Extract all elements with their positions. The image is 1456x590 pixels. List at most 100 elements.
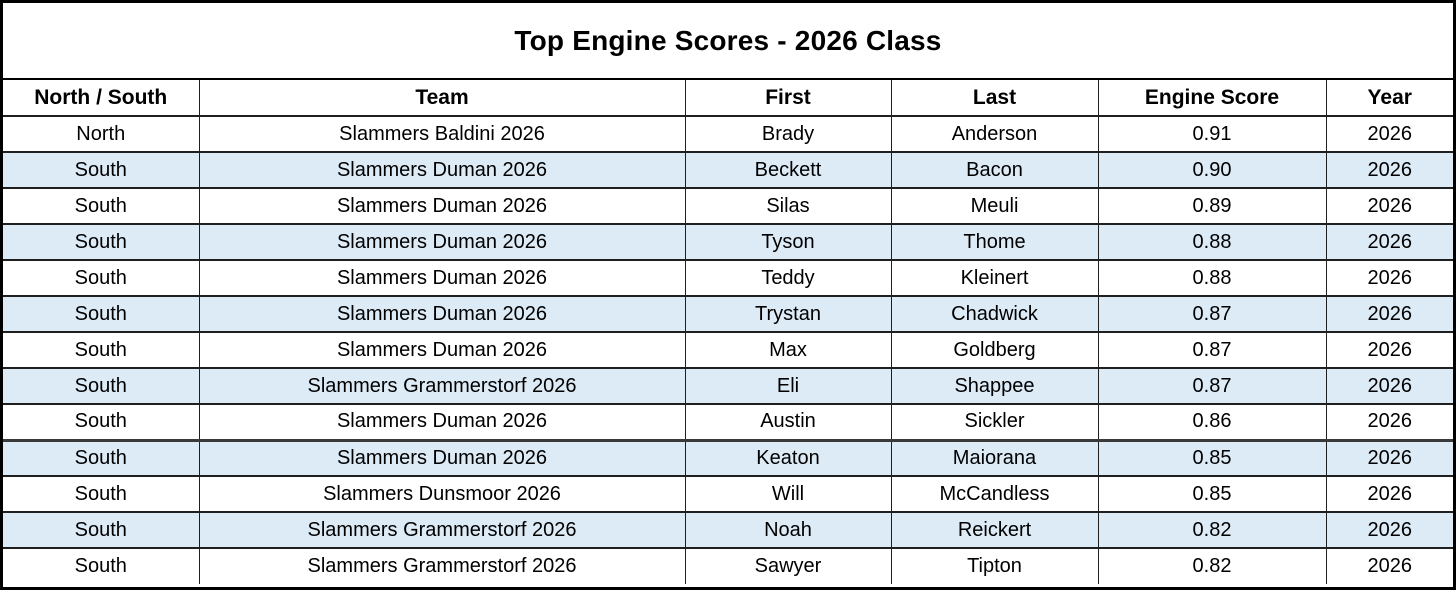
table-cell: South	[3, 152, 199, 189]
table-cell: 0.82	[1097, 512, 1326, 549]
table-row: South Slammers Duman 2026 Beckett Bacon 0.90…	[3, 152, 1453, 189]
table-cell: Tipton	[890, 548, 1098, 584]
column-header: Year	[1325, 80, 1453, 117]
table-cell: South	[3, 188, 199, 225]
table-cell: 0.85	[1097, 440, 1326, 477]
table-cell: Eli	[684, 368, 891, 405]
table-cell: Meuli	[890, 188, 1098, 225]
table-cell: 2026	[1325, 152, 1453, 189]
table-cell: Austin	[684, 404, 891, 442]
table-cell: Slammers Grammerstorf 2026	[198, 548, 685, 584]
table-cell: Slammers Duman 2026	[198, 296, 685, 333]
table-row: South Slammers Grammerstorf 2026 Noah Reick…	[3, 512, 1453, 549]
table-cell: Keaton	[684, 440, 891, 477]
table-cell: Max	[684, 332, 891, 369]
table-cell: Slammers Duman 2026	[198, 332, 685, 369]
table-row: South Slammers Duman 2026 Tyson Thome 0.88 20…	[3, 224, 1453, 261]
column-header: Last	[890, 80, 1098, 117]
table-row: South Slammers Duman 2026 Trystan Chadwick 0…	[3, 296, 1453, 333]
table-cell: Bacon	[890, 152, 1098, 189]
table-row: South Slammers Duman 2026 Teddy Kleinert 0.8…	[3, 260, 1453, 297]
column-header: North / South	[3, 80, 199, 117]
table-cell: 2026	[1325, 332, 1453, 369]
table-cell: Thome	[890, 224, 1098, 261]
table-cell: Shappee	[890, 368, 1098, 405]
table-cell: Slammers Duman 2026	[198, 188, 685, 225]
table-cell: Sawyer	[684, 548, 891, 584]
table-cell: South	[3, 440, 199, 477]
table-cell: 2026	[1325, 224, 1453, 261]
table-cell: McCandless	[890, 476, 1098, 513]
column-header: First	[684, 80, 891, 117]
table-cell: Teddy	[684, 260, 891, 297]
table-cell: 0.91	[1097, 116, 1326, 153]
table-cell: 2026	[1325, 512, 1453, 549]
table-cell: 2026	[1325, 368, 1453, 405]
table-row: South Slammers Dunsmoor 2026 Will McCandles…	[3, 476, 1453, 513]
table-cell: Slammers Dunsmoor 2026	[198, 476, 685, 513]
table-cell: 2026	[1325, 188, 1453, 225]
table-cell: 2026	[1325, 404, 1453, 442]
table-cell: 0.86	[1097, 404, 1326, 442]
table-row: South Slammers Duman 2026 Silas Meuli 0.89 20…	[3, 188, 1453, 225]
table-cell: South	[3, 368, 199, 405]
table-cell: 2026	[1325, 440, 1453, 477]
table-cell: South	[3, 260, 199, 297]
column-header: Engine Score	[1097, 80, 1326, 117]
table-row: South Slammers Grammerstorf 2026 Eli Shappe…	[3, 368, 1453, 405]
table-cell: Slammers Duman 2026	[198, 440, 685, 477]
column-header: Team	[198, 80, 685, 117]
table-cell: Trystan	[684, 296, 891, 333]
table-cell: Slammers Duman 2026	[198, 224, 685, 261]
table-cell: Sickler	[890, 404, 1098, 442]
table-cell: 2026	[1325, 260, 1453, 297]
table-cell: 0.87	[1097, 332, 1326, 369]
table-cell: 0.88	[1097, 260, 1326, 297]
table-cell: South	[3, 404, 199, 442]
table-cell: Noah	[684, 512, 891, 549]
table-cell: 0.87	[1097, 296, 1326, 333]
table-cell: Slammers Grammerstorf 2026	[198, 368, 685, 405]
table-cell: Slammers Duman 2026	[198, 152, 685, 189]
table-cell: South	[3, 512, 199, 549]
table-row: North Slammers Baldini 2026 Brady Anderson 0…	[3, 116, 1453, 153]
table-row: South Slammers Grammerstorf 2026 Sawyer Tip…	[3, 548, 1453, 584]
table-row: South Slammers Duman 2026 Max Goldberg 0.87 2…	[3, 332, 1453, 369]
table-cell: 0.82	[1097, 548, 1326, 584]
table-cell: 0.85	[1097, 476, 1326, 513]
engine-scores-table: North / South Team First Last Engine Score Ye…	[3, 80, 1453, 584]
table-cell: Slammers Duman 2026	[198, 404, 685, 442]
table-cell: North	[3, 116, 199, 153]
table-cell: 0.90	[1097, 152, 1326, 189]
table-cell: Reickert	[890, 512, 1098, 549]
table-cell: South	[74, 555, 127, 577]
table-cell: South	[3, 224, 199, 261]
table-cell: 2026	[1325, 476, 1453, 513]
table-cell: 2026	[1325, 296, 1453, 333]
header-row: North / South Team First Last Engine Score Ye…	[3, 80, 1453, 117]
table-cell: South	[3, 296, 199, 333]
table-cell: Beckett	[684, 152, 891, 189]
table-row: South Slammers Duman 2026 Austin Sickler 0.8…	[3, 404, 1453, 442]
table-cell: Goldberg	[890, 332, 1098, 369]
table-title: Top Engine Scores - 2026 Class	[3, 3, 1453, 80]
table-cell: Kleinert	[890, 260, 1098, 297]
table-body: North Slammers Baldini 2026 Brady Anderson 0…	[3, 116, 1453, 584]
table-cell: South	[3, 332, 199, 369]
table-cell: 2026	[1325, 548, 1453, 584]
table-cell: 2026	[1325, 116, 1453, 153]
table-cell: Slammers Grammerstorf 2026	[198, 512, 685, 549]
table-cell: Chadwick	[890, 296, 1098, 333]
table-cell: Anderson	[890, 116, 1098, 153]
table-cell: 0.87	[1097, 368, 1326, 405]
table-cell: 0.88	[1097, 224, 1326, 261]
table-cell: Tyson	[684, 224, 891, 261]
table-cell: Brady	[684, 116, 891, 153]
table-cell: Slammers Duman 2026	[198, 260, 685, 297]
table-cell: Will	[684, 476, 891, 513]
table-row: South Slammers Duman 2026 Keaton Maiorana 0.…	[3, 440, 1453, 477]
table-cell: Slammers Baldini 2026	[198, 116, 685, 153]
table-cell: 0.89	[1097, 188, 1326, 225]
table-cell: Silas	[684, 188, 891, 225]
